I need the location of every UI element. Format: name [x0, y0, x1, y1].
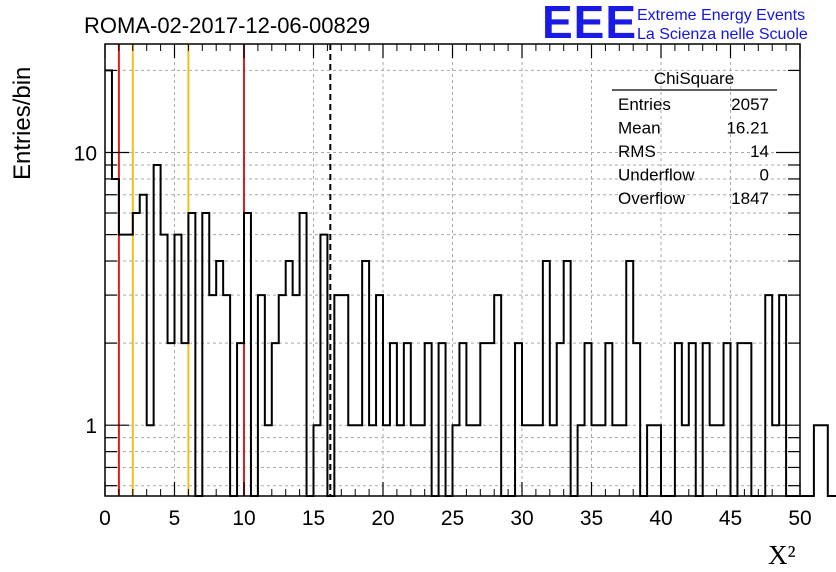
y-axis-label: Entries/bin: [9, 67, 36, 180]
axis-ticks: [104, 44, 801, 496]
chart-title: ROMA-02-2017-12-06-00829: [84, 13, 370, 38]
x-tick-label: 5: [169, 507, 181, 530]
stats-row-value: 1847: [731, 189, 769, 208]
stats-row-value: 14: [750, 142, 769, 161]
logo-mark: EEE: [542, 0, 637, 48]
x-tick-labels: 0 5 10 15 20 25 30 35 40 45 50: [99, 507, 812, 530]
x-tick-label: 50: [788, 507, 811, 530]
stats-rows: Entries 2057 Mean 16.21 RMS 14 Underflow 0 Overf…: [618, 95, 769, 208]
y-tick-labels: 1 10: [74, 143, 97, 439]
eee-logo: EEE Extreme Energy Events La Scienza nel…: [542, 0, 808, 48]
stats-row-value: 2057: [731, 95, 769, 114]
y-tick-label: 1: [85, 415, 97, 438]
x-tick-label: 35: [580, 507, 603, 530]
stats-row-value: 0: [760, 166, 769, 185]
stats-row-label: Mean: [618, 119, 661, 138]
x-tick-label: 10: [232, 507, 255, 530]
stats-box: ChiSquare Entries 2057 Mean 16.21 RMS 14 Under…: [612, 69, 777, 208]
logo-line2: La Scienza nelle Scuole: [637, 26, 808, 43]
x-tick-label: 40: [649, 507, 672, 530]
stats-title: ChiSquare: [654, 69, 734, 88]
x-tick-label: 20: [371, 507, 394, 530]
stats-row-value: 16.21: [726, 119, 769, 138]
x-axis-label: X²: [768, 540, 796, 570]
x-tick-label: 15: [302, 507, 325, 530]
y-tick-label: 10: [74, 143, 97, 166]
stats-row-label: Overflow: [618, 189, 686, 208]
stats-row-label: Underflow: [618, 166, 695, 185]
x-tick-label: 30: [510, 507, 533, 530]
histogram-series: [105, 69, 836, 497]
x-tick-label: 25: [441, 507, 464, 530]
x-tick-label: 45: [719, 507, 742, 530]
stats-row-label: Entries: [618, 95, 671, 114]
logo-line1: Extreme Energy Events: [637, 7, 805, 24]
x-tick-label: 0: [99, 507, 111, 530]
stats-row-label: RMS: [618, 142, 656, 161]
